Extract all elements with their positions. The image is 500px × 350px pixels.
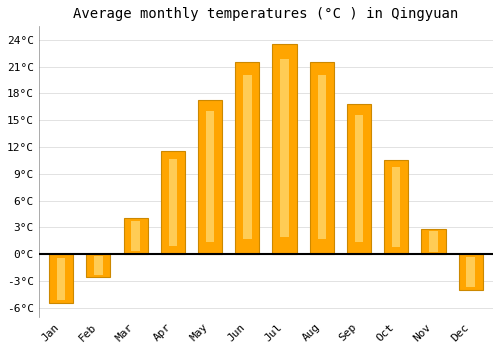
Bar	[392, 167, 400, 247]
Bar	[384, 160, 408, 254]
Bar	[57, 258, 66, 300]
Bar	[347, 104, 371, 254]
Bar	[429, 231, 438, 252]
Bar	[124, 218, 148, 254]
Bar	[272, 44, 296, 254]
Bar	[94, 256, 102, 275]
Title: Average monthly temperatures (°C ) in Qingyuan: Average monthly temperatures (°C ) in Qi…	[74, 7, 458, 21]
Bar	[243, 76, 252, 239]
Bar	[132, 221, 140, 251]
Bar	[49, 254, 73, 303]
Bar	[310, 62, 334, 254]
Bar	[458, 254, 483, 290]
Bar	[86, 254, 110, 276]
Bar	[206, 111, 214, 242]
Bar	[160, 152, 185, 254]
Bar	[168, 159, 177, 246]
Bar	[422, 229, 446, 254]
Bar	[466, 257, 475, 287]
Bar	[355, 114, 363, 242]
Bar	[198, 100, 222, 254]
Bar	[235, 62, 260, 254]
Bar	[318, 76, 326, 239]
Bar	[280, 59, 289, 237]
